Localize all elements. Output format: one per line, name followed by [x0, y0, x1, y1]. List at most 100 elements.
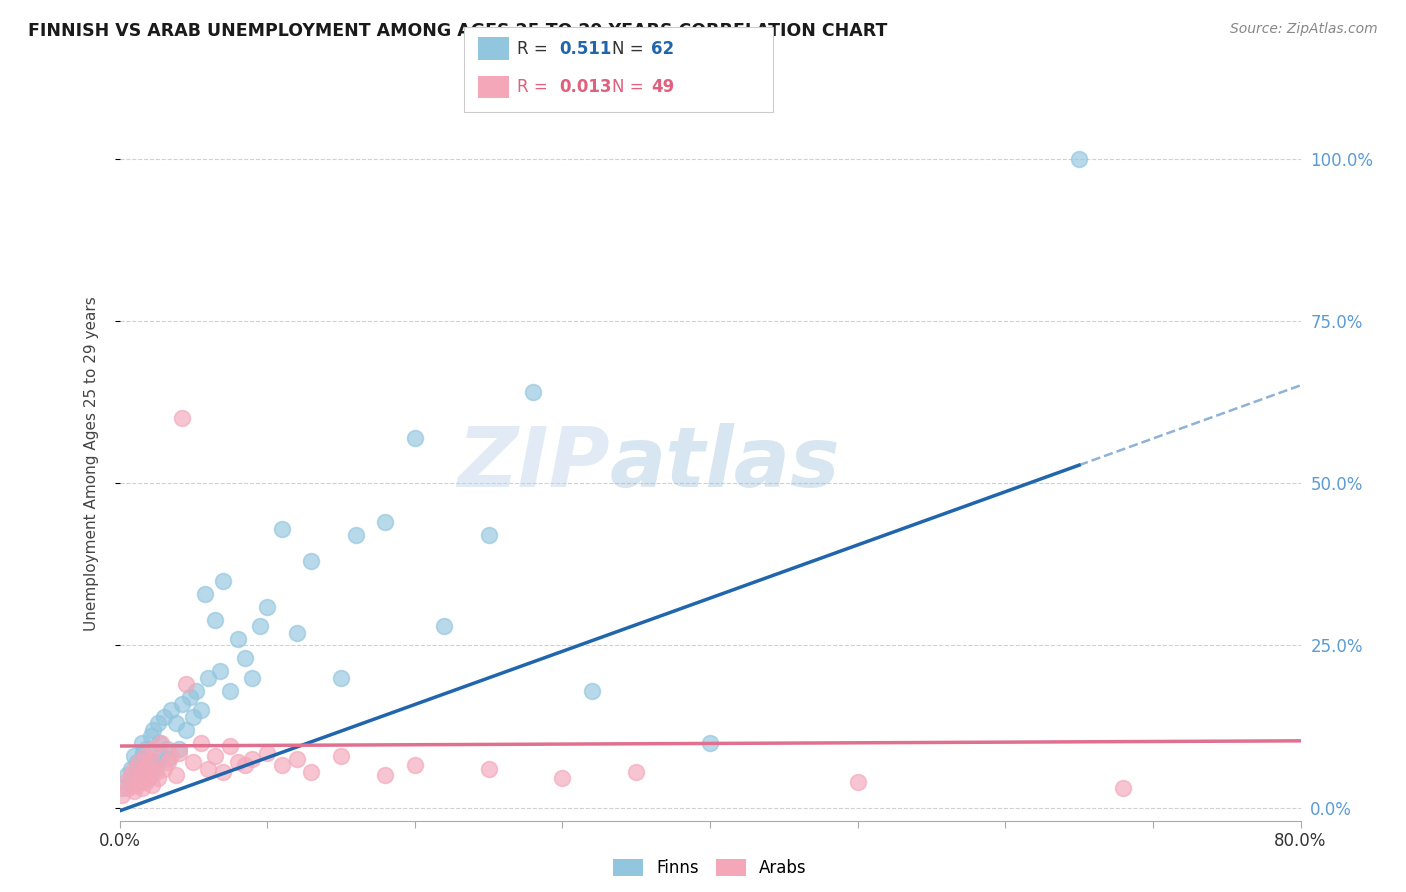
Point — [242, 671, 264, 685]
Point — [124, 772, 146, 786]
Text: FINNISH VS ARAB UNEMPLOYMENT AMONG AGES 25 TO 29 YEARS CORRELATION CHART: FINNISH VS ARAB UNEMPLOYMENT AMONG AGES … — [28, 22, 887, 40]
Point — [329, 671, 352, 685]
Point — [156, 742, 179, 756]
Point — [149, 748, 172, 763]
Point — [153, 710, 174, 724]
Point — [301, 764, 323, 779]
Point — [197, 762, 219, 776]
Point — [270, 522, 294, 536]
Text: N =: N = — [612, 40, 643, 58]
Point — [226, 756, 249, 770]
Point — [125, 764, 148, 779]
Point — [114, 774, 136, 789]
Point — [148, 736, 170, 750]
Point — [124, 762, 146, 776]
Point — [404, 758, 426, 772]
Point — [183, 710, 205, 724]
Point — [138, 772, 160, 786]
Point — [115, 768, 138, 782]
Text: ZIP: ZIP — [457, 424, 610, 504]
Point — [170, 697, 193, 711]
Point — [135, 742, 157, 756]
Point — [699, 736, 721, 750]
Point — [138, 768, 160, 782]
Point — [165, 768, 187, 782]
Point — [233, 758, 256, 772]
Point — [477, 528, 501, 542]
Point — [145, 764, 167, 779]
Point — [157, 756, 180, 770]
Point — [301, 554, 323, 568]
Point — [111, 788, 134, 802]
Point — [204, 613, 226, 627]
Point — [149, 736, 172, 750]
Point — [186, 684, 208, 698]
Point — [142, 723, 165, 737]
Legend: Finns, Arabs: Finns, Arabs — [606, 852, 814, 884]
Point — [131, 736, 153, 750]
Point — [135, 774, 157, 789]
Point — [124, 748, 146, 763]
Point — [183, 756, 205, 770]
Point — [204, 748, 226, 763]
Point — [117, 781, 139, 796]
Point — [131, 752, 153, 766]
Point — [141, 778, 163, 792]
Point — [132, 764, 155, 779]
Point — [1112, 781, 1135, 796]
Point — [167, 746, 190, 760]
Point — [190, 703, 212, 717]
Point — [120, 762, 142, 776]
Point — [165, 716, 187, 731]
Point — [141, 764, 163, 779]
Point — [129, 762, 152, 776]
Point — [120, 768, 142, 782]
Point — [477, 762, 501, 776]
Point — [194, 586, 217, 600]
Point — [118, 774, 141, 789]
Point — [329, 748, 352, 763]
Y-axis label: Unemployment Among Ages 25 to 29 years: Unemployment Among Ages 25 to 29 years — [84, 296, 98, 632]
Text: atlas: atlas — [610, 424, 841, 504]
Point — [139, 752, 162, 766]
Point — [128, 756, 150, 770]
Point — [132, 746, 155, 760]
Text: 62: 62 — [651, 40, 673, 58]
Text: 0.013: 0.013 — [560, 78, 612, 96]
Point — [1069, 152, 1091, 166]
Text: N =: N = — [612, 78, 643, 96]
Point — [146, 716, 169, 731]
Point — [551, 772, 574, 786]
Point — [160, 703, 183, 717]
Point — [170, 411, 193, 425]
Point — [153, 762, 174, 776]
Point — [270, 758, 294, 772]
Point — [160, 748, 183, 763]
Text: 49: 49 — [651, 78, 675, 96]
Point — [433, 619, 456, 633]
Point — [145, 758, 167, 772]
Point — [127, 778, 149, 792]
Point — [124, 784, 146, 798]
Point — [134, 748, 156, 763]
Point — [374, 515, 396, 529]
Point — [190, 736, 212, 750]
Point — [256, 746, 278, 760]
Point — [136, 768, 159, 782]
Text: Source: ZipAtlas.com: Source: ZipAtlas.com — [1230, 22, 1378, 37]
Point — [142, 742, 165, 756]
Point — [208, 665, 231, 679]
Text: R =: R = — [517, 40, 548, 58]
Point — [624, 764, 647, 779]
Point — [121, 778, 143, 792]
Point — [219, 684, 242, 698]
Point — [179, 690, 201, 705]
Point — [167, 742, 190, 756]
Point — [134, 758, 156, 772]
Point — [157, 752, 180, 766]
Point — [129, 772, 152, 786]
Point — [404, 431, 426, 445]
Point — [211, 574, 233, 588]
Point — [128, 774, 150, 789]
Point — [146, 772, 169, 786]
